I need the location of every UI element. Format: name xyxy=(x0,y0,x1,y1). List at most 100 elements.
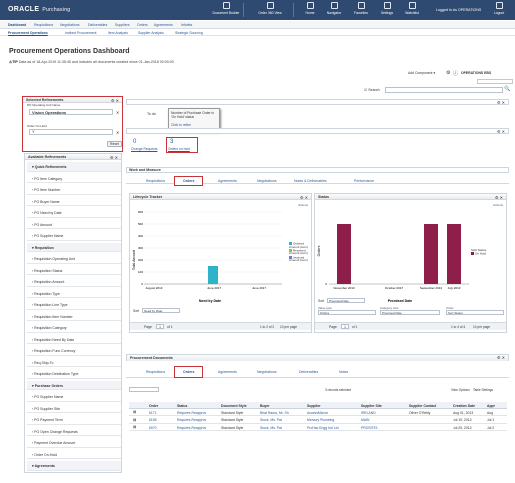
tab-agreements[interactable]: Agreements xyxy=(154,23,173,27)
watchlist-button[interactable]: Watchlist xyxy=(398,2,426,15)
subtab-supplier-analysis[interactable]: Supplier Analysis xyxy=(138,30,164,35)
refinement-item[interactable]: › Requisition Func Currency xyxy=(27,346,121,356)
refinement-item[interactable]: › Order On-Hold xyxy=(27,450,121,459)
favorites-button[interactable]: Favorites xyxy=(347,2,375,15)
refinement-group[interactable]: ▾ Agreements xyxy=(27,461,121,471)
refinement-group[interactable]: ▾ Requisition xyxy=(27,242,121,252)
remove-refinement-icon[interactable]: ✕ xyxy=(116,130,120,135)
home-button[interactable]: Home xyxy=(296,2,324,15)
wm-tab-agreements[interactable]: Agreements xyxy=(218,179,237,183)
logout-button[interactable]: Logout xyxy=(485,2,513,15)
refinement-item[interactable]: › Requisition Status xyxy=(27,266,121,275)
add-component-button[interactable]: Add Component ▾ xyxy=(408,71,436,75)
refinement-item[interactable]: › PO Open Change Requests xyxy=(27,427,121,436)
lifecycle-page-input[interactable]: 1 xyxy=(156,324,164,329)
status-actions-menu[interactable]: Actions xyxy=(493,203,503,207)
lifecycle-actions-menu[interactable]: Actions xyxy=(298,203,308,207)
refinement-item[interactable]: › Requisition Destination Type xyxy=(27,369,121,379)
refinement-item[interactable]: › Req Ship-To xyxy=(27,358,121,367)
column-header[interactable]: Supplier Contact xyxy=(409,403,437,408)
refinement-item[interactable]: › PO Item Number xyxy=(27,185,121,195)
settings-button[interactable]: Settings xyxy=(373,2,401,15)
view-options-menu[interactable]: View Options xyxy=(451,388,470,392)
tab-requisitions[interactable]: Requisitions xyxy=(34,23,54,27)
subtab-item-analysis[interactable]: Item Analysis xyxy=(108,30,128,35)
wm-tab-notes-deliverables[interactable]: Notes & Deliverables xyxy=(294,179,327,183)
category-axis-select[interactable]: Promised Date xyxy=(380,310,440,315)
tab-dashboard[interactable]: Dashboard xyxy=(8,23,27,27)
change-requests-label[interactable]: Change Requests xyxy=(131,147,158,151)
column-header[interactable]: Supplier Site xyxy=(361,403,382,408)
refinement-item[interactable]: › PO Item Category xyxy=(27,174,121,183)
status-page-size[interactable]: 10 per page xyxy=(473,325,491,329)
orders-on-hold-label[interactable]: Orders on hold xyxy=(168,147,190,151)
search-checkbox[interactable]: ☑ Search xyxy=(364,88,380,92)
pd-tab-notes[interactable]: Notes xyxy=(339,370,349,374)
wm-tab-requisitions[interactable]: Requisitions xyxy=(146,179,166,183)
pd-tab-requisitions[interactable]: Requisitions xyxy=(146,370,166,374)
subtab-procurement-operations[interactable]: Procurement Operations xyxy=(8,30,48,35)
wm-tab-performance[interactable]: Performance xyxy=(354,179,375,183)
change-requests-count[interactable]: 0 xyxy=(133,139,137,145)
table-row[interactable]: ▤ 6171 Requires Reapprov Standard Style Bhat… xyxy=(129,409,507,416)
tab-negotiations[interactable]: Negotiations xyxy=(60,23,80,27)
panel-controls[interactable]: ⚙ ✕ xyxy=(496,355,505,360)
refinement-item[interactable]: › PO Buyer Name xyxy=(27,197,121,206)
click-to-refine-link[interactable]: Click to refine xyxy=(171,123,191,127)
table-cell[interactable]: 6171 xyxy=(149,410,157,415)
status-page-input[interactable]: 1 xyxy=(341,324,349,329)
refinement-item[interactable]: › Payment Overdue Amount xyxy=(27,438,121,448)
refinement-chip-vision-operations[interactable]: Vision Operations xyxy=(29,109,113,115)
orders-on-hold-count[interactable]: 3 xyxy=(170,139,174,145)
wm-tab-orders[interactable]: Orders xyxy=(174,176,204,186)
panel-controls[interactable]: ⚙ ✕ xyxy=(110,98,119,103)
column-header[interactable]: Status xyxy=(177,403,188,408)
table-row[interactable]: ▤ 6070 Requires Reapprov Standard Style Stoc… xyxy=(129,424,507,431)
table-settings-menu[interactable]: Table Settings xyxy=(473,388,494,392)
refinement-item[interactable]: › Requisition Operating Unit xyxy=(27,254,121,264)
navigator-button[interactable]: Navigator xyxy=(320,2,348,15)
lifecycle-sort-select[interactable]: Need by Date xyxy=(142,308,180,313)
column-header[interactable]: Document Style xyxy=(221,403,247,408)
pd-tab-deliverables[interactable]: Deliverables xyxy=(299,370,319,374)
tab-suppliers[interactable]: Suppliers xyxy=(115,23,130,27)
refinement-item[interactable]: › PO Amount xyxy=(27,220,121,229)
refinement-group[interactable]: ▾ Quick Refinements xyxy=(27,162,121,172)
row-icon[interactable]: ▤ xyxy=(133,410,137,414)
column-header[interactable]: Supplier xyxy=(307,403,321,408)
onhold-value[interactable]: Y xyxy=(29,129,113,135)
panel-controls[interactable]: ⚙ ✕ xyxy=(494,195,503,200)
remove-refinement-icon[interactable]: ✕ xyxy=(116,110,120,115)
help-icon[interactable]: ⓘ xyxy=(453,71,459,77)
column-header[interactable]: Buyer xyxy=(260,403,270,408)
refinement-item[interactable]: › Requisition Type xyxy=(27,289,121,298)
column-header[interactable]: Creation Date xyxy=(453,403,476,408)
panel-controls[interactable]: ⚙ ✕ xyxy=(496,129,505,134)
refinement-item[interactable]: › PO Need by Date xyxy=(27,208,121,218)
tab-infolets[interactable]: Infolets xyxy=(181,23,193,27)
table-row[interactable]: ▤ 6155 Requires Reapprov Standard Style Stoc… xyxy=(129,417,507,424)
panel-controls[interactable]: ⚙ ✕ xyxy=(496,100,505,105)
refinement-group[interactable]: ▾ Purchase Orders xyxy=(27,380,121,390)
search-icon[interactable]: 🔍 xyxy=(504,86,511,92)
gear-icon[interactable]: ⚙ xyxy=(446,70,451,76)
row-icon[interactable]: ▤ xyxy=(133,425,137,429)
order-360-view-button[interactable]: Order 360 View xyxy=(254,2,286,15)
pd-tab-agreements[interactable]: Agreements xyxy=(218,370,237,374)
refinement-item[interactable]: › Requisition Amount xyxy=(27,277,121,287)
wm-tab-negotiations[interactable]: Negotiations xyxy=(257,179,277,183)
column-header[interactable]: Appr xyxy=(487,403,495,408)
refinement-item[interactable]: › PO Supplier Name xyxy=(27,231,121,241)
subtab-indirect-procurement[interactable]: Indirect Procurement xyxy=(65,30,97,35)
pd-tab-orders[interactable]: Orders xyxy=(174,366,204,378)
table-cell[interactable]: 6155 xyxy=(149,418,157,422)
table-cell[interactable]: 6070 xyxy=(149,425,157,430)
order-select[interactable]: Sort Status xyxy=(446,310,504,315)
refinement-item[interactable]: › PO Supplier Name xyxy=(27,392,121,402)
tab-deliverables[interactable]: Deliverables xyxy=(88,23,108,27)
refinement-item[interactable]: › Requisition Line Type xyxy=(27,300,121,310)
orders-on-hold-highlight[interactable] xyxy=(166,137,198,153)
tab-orders[interactable]: Orders xyxy=(137,23,148,27)
value-type-select[interactable]: Orders xyxy=(318,310,376,315)
refinement-item[interactable]: › PO Payment Term xyxy=(27,415,121,425)
